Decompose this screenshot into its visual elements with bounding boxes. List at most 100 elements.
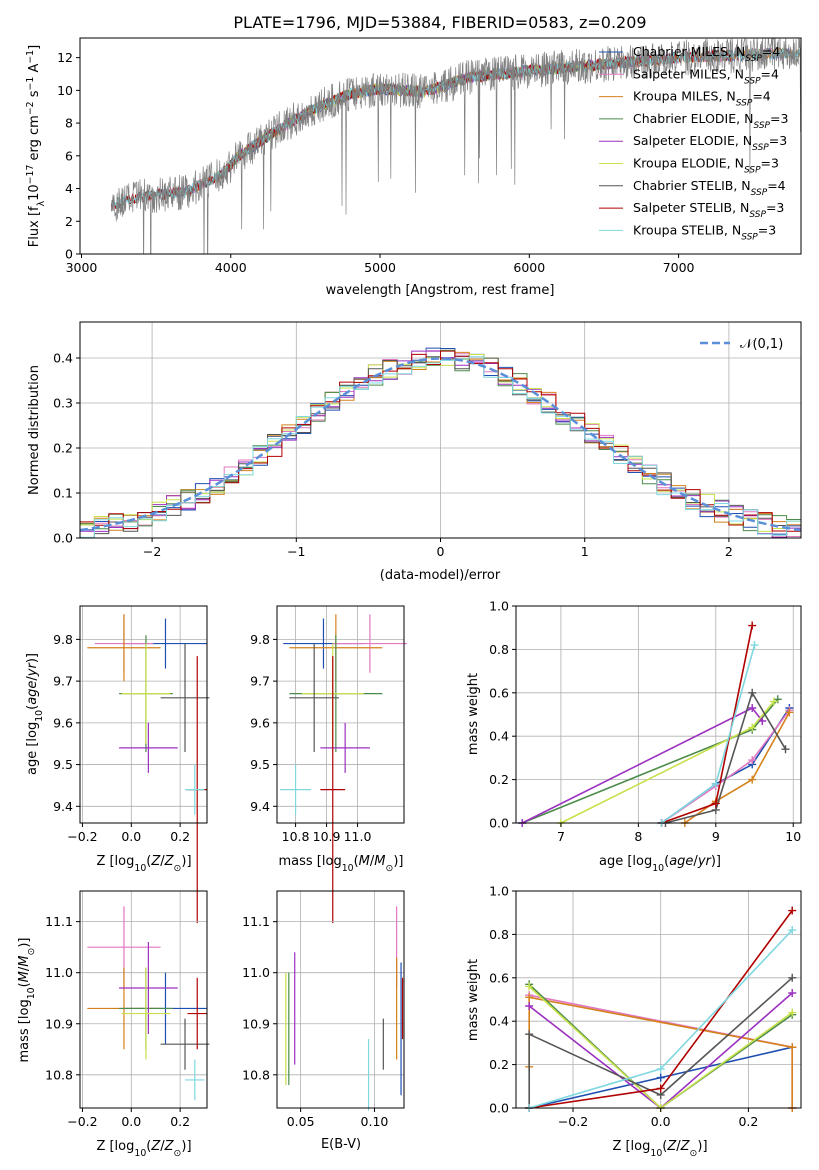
y-tick-label: 0.2 bbox=[489, 772, 509, 787]
y-tick-label: 11.1 bbox=[242, 914, 270, 929]
mass-weight-line bbox=[560, 700, 775, 824]
x-tick-label: 9 bbox=[712, 829, 720, 844]
x-axis-label: E(B-V) bbox=[321, 1137, 361, 1152]
y-tick-label: 0.4 bbox=[53, 351, 73, 366]
y-axis-label: mass weight bbox=[466, 959, 481, 1041]
y-tick-label: 9.6 bbox=[250, 715, 270, 730]
y-tick-label: 0.0 bbox=[53, 531, 73, 546]
x-tick-label: 0.2 bbox=[738, 1114, 758, 1129]
y-tick-label: 0.6 bbox=[489, 970, 509, 985]
y-tick-label: 4 bbox=[65, 181, 73, 196]
age-massweight-axes: 7 8 9 10 0.0 0.2 0.4 0.6 0.8 1.0 bbox=[489, 599, 802, 844]
point-marker bbox=[788, 926, 797, 935]
legend-label: Kroupa MILES, NSSP=4 bbox=[633, 89, 771, 109]
point-marker bbox=[748, 688, 757, 697]
x-tick-label: 10.9 bbox=[313, 829, 341, 844]
z-mass-axes: −0.2 0.0 0.2 10.8 10.9 11.0 11.1 bbox=[45, 890, 210, 1129]
mass-weight-line bbox=[661, 625, 753, 824]
x-tick-label: 0.2 bbox=[170, 829, 190, 844]
y-tick-label: 9.5 bbox=[53, 757, 73, 772]
legend-label: Salpeter ELODIE, NSSP=3 bbox=[633, 133, 787, 153]
mass-weight-line bbox=[661, 709, 791, 824]
x-tick-label: 7000 bbox=[663, 260, 695, 275]
point-marker bbox=[748, 703, 757, 712]
x-tick-label: 8 bbox=[634, 829, 642, 844]
x-tick-label: 0 bbox=[437, 544, 445, 559]
y-tick-label: 10 bbox=[57, 83, 73, 98]
x-tick-label: −1 bbox=[287, 544, 305, 559]
x-axis-label: mass [log10(M/M⊙)] bbox=[279, 854, 404, 874]
ebv-mass-axes: 0.05 0.10 10.8 10.9 11.0 11.1 bbox=[242, 890, 405, 1129]
y-tick-label: 0.4 bbox=[489, 729, 509, 744]
y-axis-label: Normed distribution bbox=[27, 365, 42, 495]
y-tick-label: 1.0 bbox=[489, 599, 509, 614]
x-tick-label: 0.0 bbox=[651, 1114, 671, 1129]
y-axis-label: mass [log10(M/M⊙)] bbox=[17, 938, 37, 1063]
point-marker bbox=[758, 717, 767, 726]
x-axis-label: Z [log10(Z/Z⊙)] bbox=[612, 1139, 707, 1159]
x-tick-label: 6000 bbox=[513, 260, 545, 275]
x-axis-label: Z [log10(Z/Z⊙)] bbox=[96, 1139, 191, 1159]
y-tick-label: 0.4 bbox=[489, 1014, 509, 1029]
y-axis-label: age [log10(age/yr)] bbox=[25, 653, 45, 775]
y-tick-label: 9.4 bbox=[53, 799, 73, 814]
x-tick-label: 11.0 bbox=[344, 829, 372, 844]
axes-frame bbox=[79, 890, 208, 1109]
point-marker bbox=[788, 988, 797, 997]
y-tick-label: 10.9 bbox=[45, 1016, 73, 1031]
x-tick-label: 10.8 bbox=[282, 829, 310, 844]
y-tick-label: 10.9 bbox=[242, 1016, 270, 1031]
plot-area bbox=[285, 906, 404, 1111]
mass-weight-line bbox=[684, 711, 791, 824]
y-tick-label: 9.6 bbox=[53, 715, 73, 730]
point-marker bbox=[748, 775, 757, 784]
point-marker bbox=[781, 745, 790, 754]
x-tick-label: 10 bbox=[785, 829, 801, 844]
legend-label: Kroupa STELIB, NSSP=3 bbox=[633, 222, 776, 242]
x-tick-label: 4000 bbox=[215, 260, 247, 275]
plot-area bbox=[280, 614, 408, 924]
y-tick-label: 8 bbox=[65, 116, 73, 131]
y-tick-label: 0.0 bbox=[489, 1101, 509, 1116]
point-marker bbox=[711, 799, 720, 808]
x-tick-label: 1 bbox=[581, 544, 589, 559]
x-tick-label: 0.0 bbox=[121, 1114, 141, 1129]
histogram-axes: −2 −1 0 1 2 0.0 0.1 0.2 0.3 0.4 bbox=[53, 321, 802, 559]
y-tick-label: 0.6 bbox=[489, 685, 509, 700]
point-marker bbox=[525, 993, 534, 1002]
plot-area bbox=[79, 347, 802, 539]
point-marker bbox=[785, 708, 794, 717]
point-marker bbox=[748, 723, 757, 732]
point-marker bbox=[711, 779, 720, 788]
y-tick-label: 2 bbox=[65, 214, 73, 229]
point-marker bbox=[788, 906, 797, 915]
y-tick-label: 12 bbox=[57, 50, 73, 65]
mass-age-axes: 10.8 10.9 11.0 9.4 9.5 9.6 9.7 9.8 bbox=[250, 605, 408, 924]
point-marker bbox=[750, 641, 759, 650]
y-tick-label: 0.3 bbox=[53, 396, 73, 411]
y-tick-label: 10.8 bbox=[242, 1067, 270, 1082]
axes-frame bbox=[276, 605, 405, 824]
point-marker bbox=[525, 1030, 534, 1039]
y-tick-label: 0.0 bbox=[489, 816, 509, 831]
x-tick-label: 0.2 bbox=[170, 1114, 190, 1129]
y-tick-label: 1.0 bbox=[489, 884, 509, 899]
y-tick-label: 11.1 bbox=[45, 914, 73, 929]
y-tick-label: 11.0 bbox=[45, 965, 73, 980]
point-marker bbox=[748, 621, 757, 630]
data-spectrum bbox=[110, 38, 801, 254]
x-tick-label: 0.10 bbox=[361, 1114, 389, 1129]
y-tick-label: 0.1 bbox=[53, 486, 73, 501]
legend-label: Chabrier STELIB, NSSP=4 bbox=[633, 178, 786, 198]
plot-area bbox=[518, 621, 794, 827]
point-marker bbox=[525, 982, 534, 991]
x-axis-label: (data-model)/error bbox=[380, 568, 501, 583]
mass-weight-line bbox=[665, 690, 787, 824]
y-tick-label: 9.8 bbox=[53, 632, 73, 647]
x-tick-label: 3000 bbox=[66, 260, 98, 275]
point-marker bbox=[788, 1043, 797, 1052]
point-marker bbox=[525, 1002, 534, 1011]
normal-curve bbox=[79, 357, 802, 532]
legend-normal-label: 𝒩(0,1) bbox=[740, 337, 783, 352]
